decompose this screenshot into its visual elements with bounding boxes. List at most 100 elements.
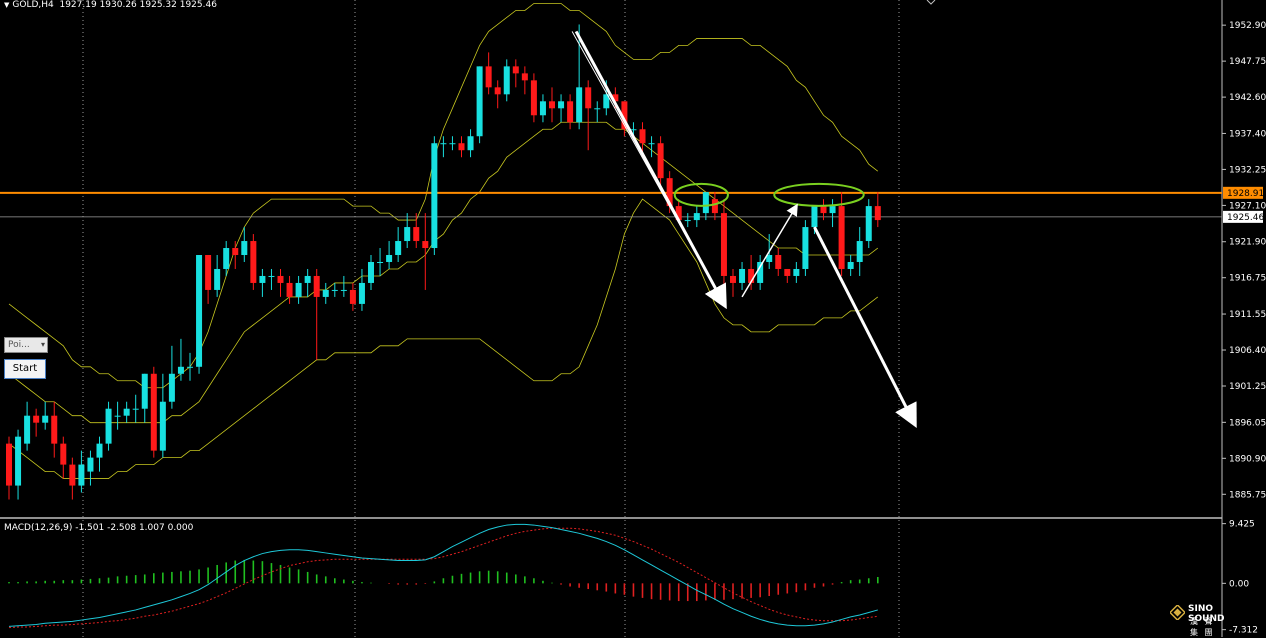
candle-body xyxy=(612,94,619,102)
chart-header: ▼ GOLD,H4 1927.19 1930.26 1925.32 1925.46 xyxy=(4,0,217,10)
candle-body xyxy=(241,241,248,256)
candle xyxy=(558,94,565,123)
candle xyxy=(512,59,519,88)
candle-body xyxy=(87,457,94,472)
candle-body xyxy=(775,255,782,269)
candle xyxy=(105,401,112,451)
candle-body xyxy=(811,206,818,228)
candle-body xyxy=(223,248,230,269)
candle-body xyxy=(766,255,773,262)
y-tick-label: 1901.25 xyxy=(1229,382,1266,392)
candle xyxy=(684,213,691,228)
candle-body xyxy=(214,268,221,290)
candle-body xyxy=(865,206,872,242)
candle-body xyxy=(539,101,546,116)
candle xyxy=(720,199,727,290)
candle-body xyxy=(295,282,302,297)
candle-body xyxy=(530,80,537,116)
y-tick-label: 1932.25 xyxy=(1229,165,1266,175)
candle xyxy=(648,136,655,158)
candle-body xyxy=(521,73,528,81)
candle-body xyxy=(24,415,31,444)
candle xyxy=(33,408,40,437)
candle xyxy=(340,275,347,297)
candle-body xyxy=(639,129,646,144)
macd-y-tick-label: 9.425 xyxy=(1229,520,1255,530)
y-tick-label: 1906.40 xyxy=(1229,346,1266,356)
candle-body xyxy=(42,415,49,423)
resistance-ellipse-2 xyxy=(773,182,865,207)
candle-body xyxy=(422,241,429,249)
candle xyxy=(286,275,293,304)
candle-body xyxy=(874,206,881,221)
candle-body xyxy=(558,101,565,109)
macd-line xyxy=(8,523,878,627)
candle-body xyxy=(458,143,465,151)
candle-body xyxy=(177,366,184,374)
candle-body xyxy=(621,101,628,130)
candle-body xyxy=(304,275,311,283)
start-button[interactable]: Start xyxy=(4,359,46,379)
candle xyxy=(521,66,528,95)
candle-body xyxy=(485,66,492,88)
candle-body xyxy=(666,178,673,207)
point-combo[interactable]: Poi... ▾ xyxy=(4,337,48,353)
collapse-triangle-icon[interactable]: ▼ xyxy=(4,1,10,9)
candle-body xyxy=(838,206,845,269)
dropdown-arrow-icon[interactable]: ▾ xyxy=(40,340,45,349)
candle xyxy=(594,101,601,123)
candle xyxy=(214,255,221,297)
y-tick-label: 1916.75 xyxy=(1229,274,1266,284)
candle xyxy=(585,80,592,151)
logo-mark-icon xyxy=(1170,605,1185,620)
candle xyxy=(331,282,338,297)
candle-body xyxy=(250,241,257,283)
candle xyxy=(440,136,447,158)
candle xyxy=(187,352,193,381)
candle-body xyxy=(576,87,583,123)
candle xyxy=(630,122,637,137)
candle-body xyxy=(585,87,592,109)
candle-body xyxy=(847,261,854,269)
candle-body xyxy=(784,268,791,276)
candle xyxy=(150,366,157,458)
y-tick-label: 1896.05 xyxy=(1229,418,1266,428)
bollinger-lower xyxy=(8,198,879,479)
candle xyxy=(549,87,555,123)
symbol-label: GOLD,H4 xyxy=(12,0,54,10)
candle-body xyxy=(141,373,148,409)
candle-body xyxy=(232,248,239,256)
candle-body xyxy=(657,143,664,179)
candle-body xyxy=(132,408,139,410)
top-marker-icon xyxy=(926,0,936,5)
y-tick-label: 1937.40 xyxy=(1229,129,1266,139)
candle xyxy=(829,199,836,228)
candle xyxy=(711,192,718,221)
candle-body xyxy=(114,415,121,417)
candle xyxy=(313,268,320,360)
candle-body xyxy=(78,464,85,486)
candle-body xyxy=(340,289,347,291)
candle-body xyxy=(431,143,438,249)
y-tick-label: 1952.90 xyxy=(1229,21,1266,31)
candle-body xyxy=(567,101,574,123)
candle xyxy=(820,199,827,221)
candle xyxy=(304,268,311,297)
candle xyxy=(259,268,266,297)
candle-body xyxy=(711,199,718,214)
candle-body xyxy=(413,227,420,242)
candle-body xyxy=(476,66,483,137)
trend-arrow xyxy=(574,30,727,310)
candle-body xyxy=(322,289,329,297)
candle xyxy=(865,199,872,249)
candle-body xyxy=(358,282,365,304)
candle xyxy=(159,373,166,458)
candle-body xyxy=(748,268,755,283)
candle-body xyxy=(159,401,166,451)
candle xyxy=(530,73,537,123)
candle-body xyxy=(377,261,384,263)
candle-body xyxy=(368,261,374,283)
candle-body xyxy=(187,366,193,368)
candle xyxy=(467,129,474,158)
